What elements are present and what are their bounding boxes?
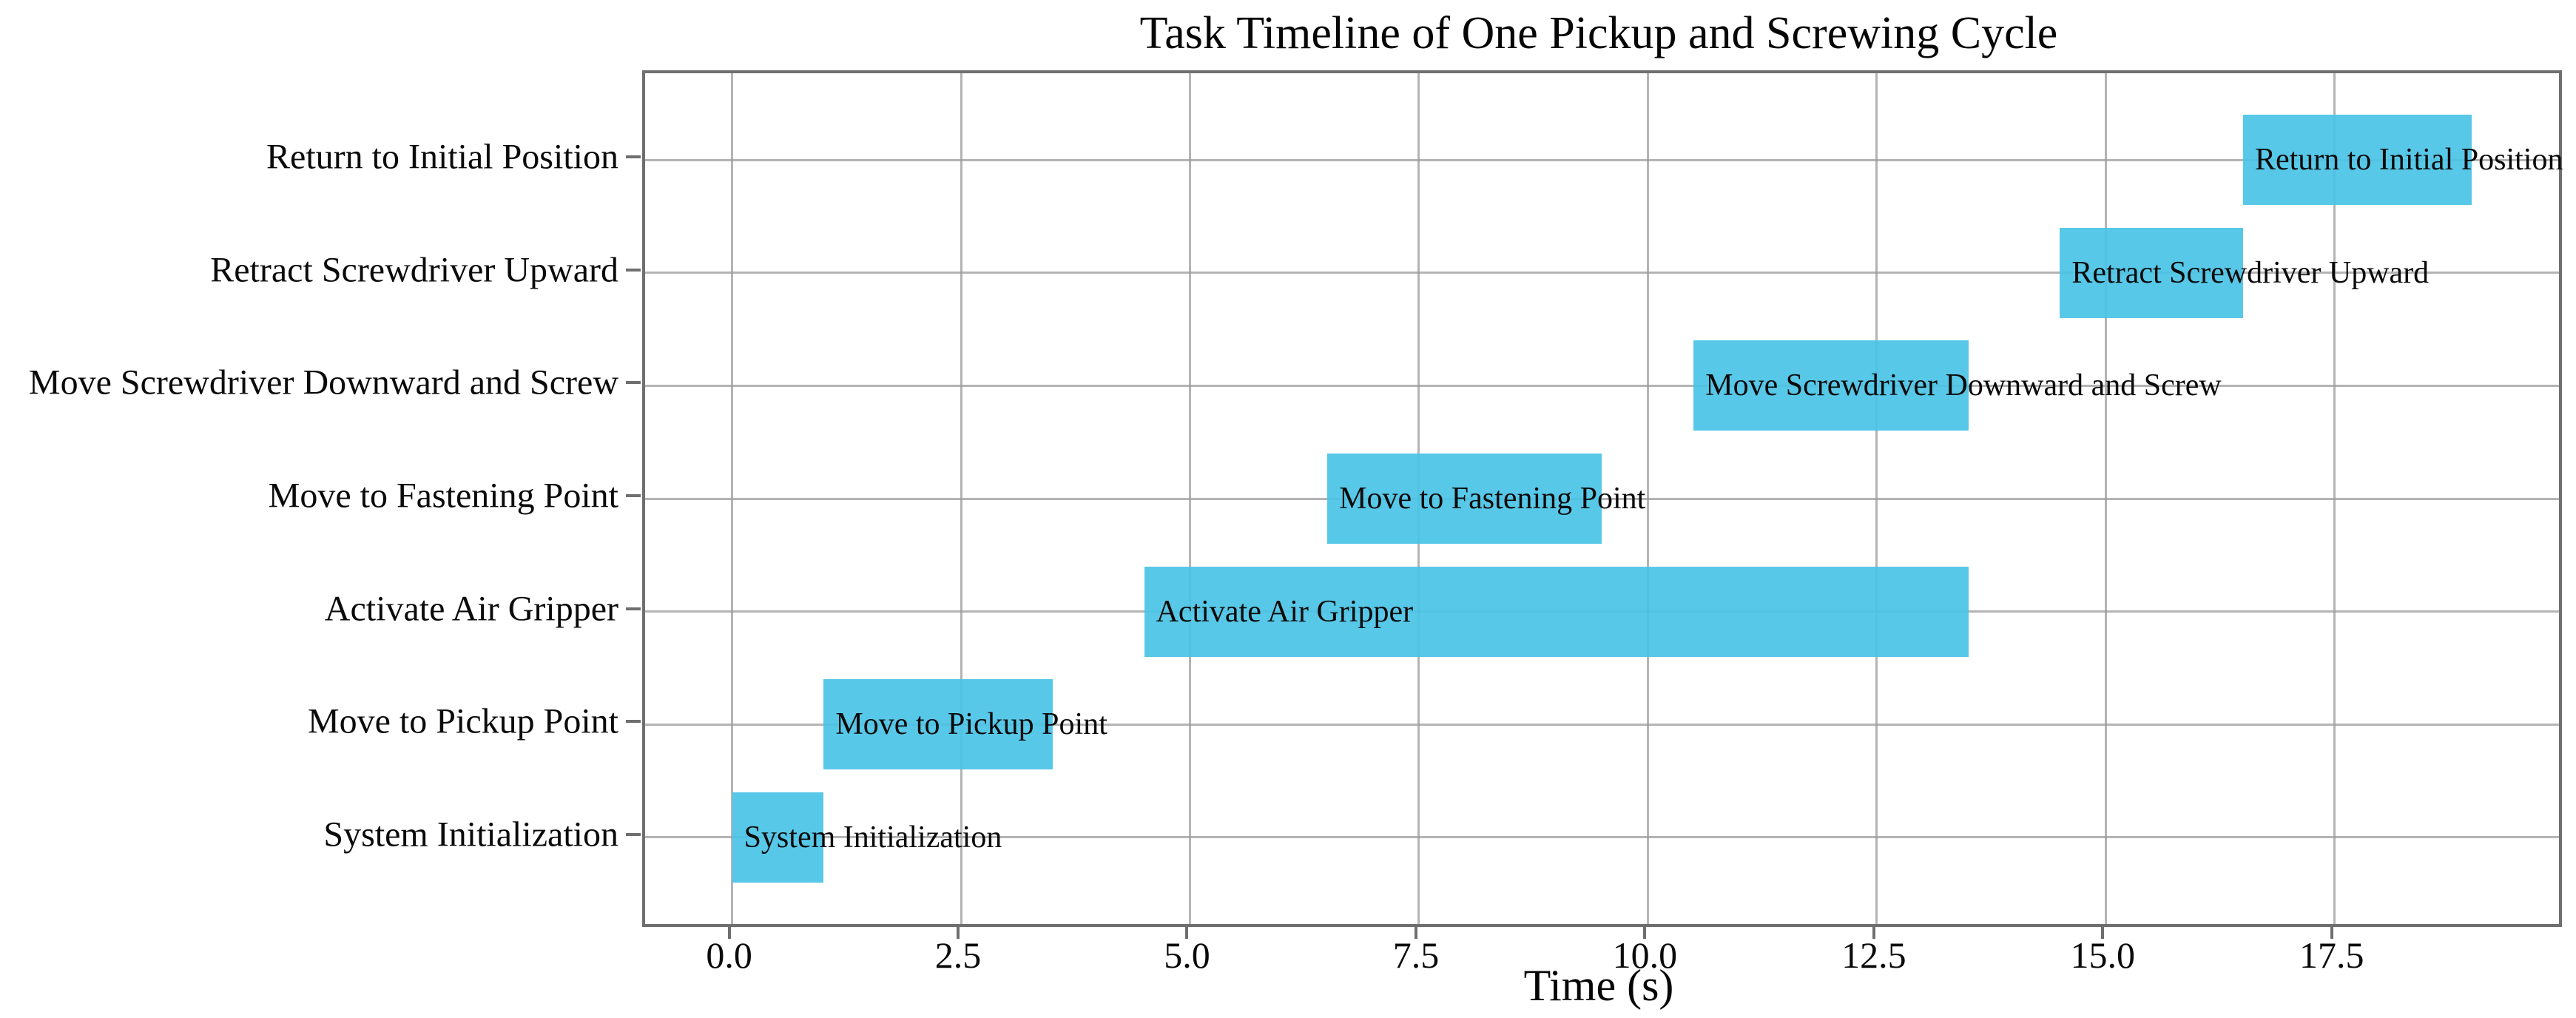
gridline-horizontal [645, 836, 2559, 839]
task-bar-label: Activate Air Gripper [1156, 594, 1414, 629]
x-tick-label: 12.5 [1841, 934, 1906, 976]
x-tick-mark [1872, 924, 1875, 939]
y-tick-label: Activate Air Gripper [324, 589, 618, 629]
task-bar-label: Move to Pickup Point [835, 707, 1107, 742]
x-tick-mark [727, 924, 731, 939]
y-tick-label: Move Screwdriver Downward and Screw [28, 363, 618, 402]
plot-area: Return to Initial Position Retract Screwd… [642, 70, 2563, 927]
y-tick-mark [626, 494, 641, 497]
task-bar [2242, 115, 2472, 206]
task-bar-label: Return to Initial Position [2254, 143, 2563, 178]
task-bar [732, 792, 824, 883]
y-tick-label: Retract Screwdriver Upward [210, 250, 618, 290]
task-bar [2060, 227, 2243, 318]
y-tick-label: Move to Pickup Point [307, 701, 618, 741]
y-tick-mark [626, 381, 641, 385]
chart-title: Task Timeline of One Pickup and Screwing… [1139, 8, 2058, 58]
gridline-horizontal [645, 497, 2559, 500]
x-tick-mark [2101, 924, 2105, 939]
y-tick-mark [626, 607, 641, 610]
y-tick-mark [626, 832, 641, 836]
task-bar [823, 679, 1053, 770]
y-tick-mark [626, 268, 641, 272]
x-tick-mark [957, 924, 960, 939]
x-tick-mark [2330, 924, 2333, 939]
gridline-horizontal [645, 158, 2559, 161]
x-tick-mark [1643, 924, 1647, 939]
y-tick-mark [626, 720, 641, 724]
x-axis-label: Time (s) [1523, 961, 1674, 1010]
task-bar [1693, 340, 1969, 431]
x-tick-label: 5.0 [1164, 934, 1210, 976]
task-bar-label: System Initialization [744, 820, 1002, 854]
x-tick-label: 0.0 [706, 934, 752, 976]
x-tick-label: 2.5 [934, 934, 982, 976]
gridline-horizontal [645, 272, 2559, 274]
gridline-horizontal [645, 384, 2559, 387]
task-bar-label: Retract Screwdriver Upward [2071, 255, 2430, 290]
task-bar-label: Move Screwdriver Downward and Screw [1705, 368, 2222, 403]
x-tick-label: 17.5 [2299, 934, 2364, 976]
y-tick-label: Move to Fastening Point [268, 476, 618, 516]
x-tick-mark [1185, 924, 1189, 939]
y-tick-label: System Initialization [323, 815, 618, 854]
y-tick-label: Return to Initial Position [266, 137, 618, 177]
y-tick-mark [626, 155, 641, 159]
x-tick-label: 7.5 [1392, 934, 1440, 976]
x-tick-label: 10.0 [1612, 934, 1678, 976]
task-bar-label: Move to Fastening Point [1339, 482, 1646, 516]
gridline-horizontal [645, 723, 2559, 726]
task-bar [1144, 566, 1969, 657]
task-bar [1327, 454, 1602, 544]
x-tick-mark [1414, 924, 1417, 939]
x-tick-label: 15.0 [2070, 934, 2136, 976]
